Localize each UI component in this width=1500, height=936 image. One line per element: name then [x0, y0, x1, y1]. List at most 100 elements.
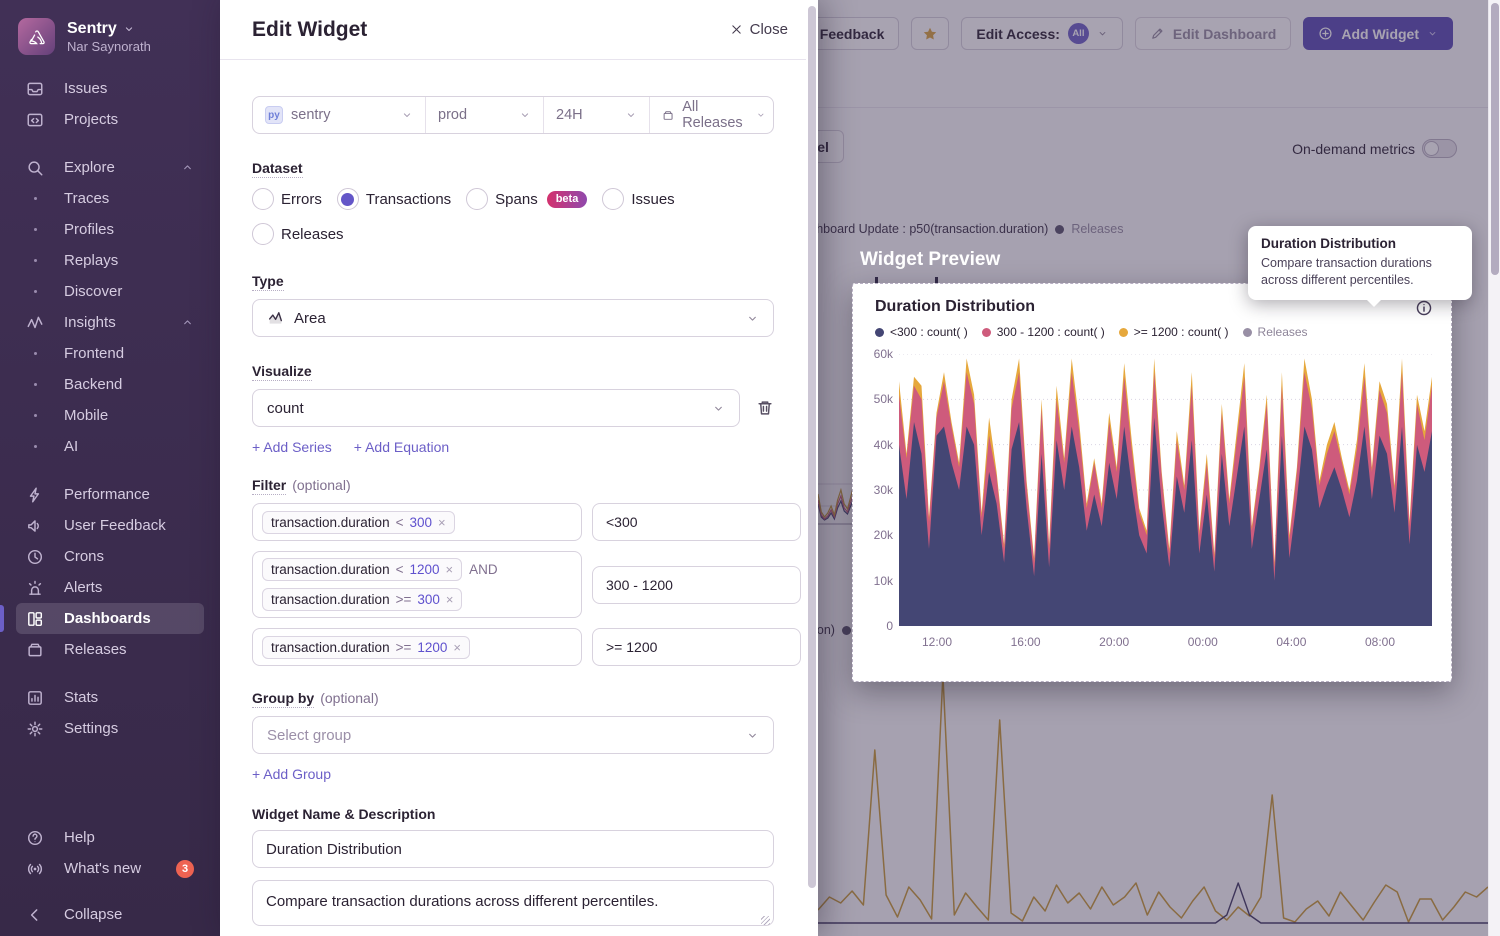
sidebar-item-profiles[interactable]: Profiles	[16, 214, 204, 245]
filter-token-input[interactable]: transaction.duration <1200 × AND transaction…	[252, 551, 582, 618]
sidebar-item-replays[interactable]: Replays	[16, 245, 204, 276]
legend-item[interactable]: 300 - 1200 : count( )	[981, 325, 1105, 339]
filter-rows: transaction.duration<300× transaction.dur…	[252, 503, 818, 666]
dataset-option-label: Spans	[495, 190, 538, 208]
cancel-button[interactable]: Cancel	[818, 130, 844, 163]
filter-token[interactable]: transaction.duration <1200 ×	[262, 558, 463, 581]
dataset-option-spans[interactable]: Spans beta	[466, 188, 588, 210]
performance-icon	[29, 487, 40, 502]
sidebar-item-what-s-new[interactable]: What's new 3	[16, 853, 204, 884]
sidebar-item-stats[interactable]: Stats	[16, 682, 204, 713]
stats-icon	[28, 690, 42, 705]
add-widget-button[interactable]: Add Widget	[1303, 17, 1453, 50]
resize-handle[interactable]	[761, 916, 770, 925]
filter-token-input[interactable]: transaction.duration >= 1200 ×	[252, 628, 582, 666]
sidebar-item-discover[interactable]: Discover	[16, 276, 204, 307]
window-scrollbar[interactable]	[1488, 0, 1500, 936]
sidebar-item-ai[interactable]: AI	[16, 431, 204, 462]
sentry-logo-icon	[18, 18, 55, 55]
sidebar-item-backend[interactable]: Backend	[16, 369, 204, 400]
widget-description-input[interactable]	[252, 880, 774, 926]
sidebar-item-performance[interactable]: Performance	[16, 479, 204, 510]
chev-down-icon	[749, 316, 756, 321]
widget-name-input[interactable]	[252, 830, 774, 868]
add-series-link[interactable]: + Add Series	[252, 439, 332, 455]
add-group-link[interactable]: + Add Group	[252, 766, 332, 782]
remove-token-icon[interactable]: ×	[445, 562, 454, 577]
sidebar-item-collapse[interactable]: Collapse	[16, 899, 204, 930]
sidebar-item-traces[interactable]: Traces	[16, 183, 204, 214]
group-by-label: Group by (optional)	[252, 690, 379, 708]
filter-alias-input[interactable]	[592, 503, 801, 541]
dataset-option-transactions[interactable]: Transactions	[336, 188, 451, 210]
window-scrollbar-thumb[interactable]	[1491, 3, 1499, 275]
filter-alias-input[interactable]	[592, 628, 801, 666]
remove-token-icon[interactable]: ×	[438, 514, 446, 530]
radio-icon[interactable]	[336, 188, 359, 210]
type-select[interactable]: Area	[252, 299, 774, 337]
panel-body: py sentry prod 24H All Releases	[220, 60, 818, 936]
delete-series-button[interactable]	[756, 399, 774, 417]
sidebar-item-dashboards[interactable]: Dashboards	[0, 603, 204, 634]
widget-preview-heading: Widget Preview	[860, 249, 1001, 270]
remove-token-icon[interactable]: ×	[453, 639, 461, 655]
sidebar-item-alerts[interactable]: Alerts	[16, 572, 204, 603]
dataset-option-releases[interactable]: Releases	[252, 223, 344, 245]
projects-icon	[27, 113, 43, 126]
beta-badge: beta	[546, 190, 588, 208]
project-selector[interactable]: py sentry	[253, 97, 425, 133]
edit-access-button[interactable]: Edit Access: All	[961, 17, 1123, 50]
info-icon[interactable]	[1415, 299, 1433, 317]
legend-item[interactable]: <300 : count( )	[875, 325, 968, 339]
edit-dashboard-button[interactable]: Edit Dashboard	[1134, 17, 1292, 50]
sidebar-item-label: Help	[64, 829, 95, 846]
on-demand-metrics-toggle[interactable]	[1422, 139, 1457, 158]
org-switcher[interactable]: Sentry Nar Saynorath	[0, 0, 220, 59]
dataset-option-issues[interactable]: Issues	[602, 188, 675, 210]
panel-scrollbar-thumb[interactable]	[808, 6, 816, 888]
legend-item[interactable]: Releases	[1242, 325, 1308, 339]
filter-token[interactable]: transaction.duration <300 ×	[262, 510, 455, 534]
sidebar-item-frontend[interactable]: Frontend	[16, 338, 204, 369]
filter-row: transaction.duration >= 1200 ×	[252, 628, 818, 666]
widget-description-tooltip: Duration Distribution Compare transactio…	[1248, 226, 1472, 307]
filter-token-input[interactable]: transaction.duration <300 ×	[252, 503, 582, 541]
radio-icon[interactable]	[252, 188, 274, 210]
group-by-select[interactable]: Select group	[252, 716, 774, 754]
sidebar-item-label: Alerts	[64, 579, 103, 596]
sidebar-item-insights[interactable]: Insights	[16, 307, 204, 338]
filter-alias-input[interactable]	[592, 565, 801, 604]
duration-distribution-chart[interactable]	[899, 354, 1432, 626]
add-equation-link[interactable]: + Add Equation	[353, 439, 450, 455]
radio-icon[interactable]	[466, 188, 489, 210]
sidebar-item-help[interactable]: Help	[16, 822, 204, 853]
close-button[interactable]: Close	[730, 21, 788, 38]
sidebar-item-projects[interactable]: Projects	[16, 104, 204, 135]
sidebar-item-user-feedback[interactable]: User Feedback	[16, 510, 204, 541]
sidebar-item-label: Explore	[64, 159, 115, 176]
legend-item[interactable]: >= 1200 : count( )	[1118, 325, 1229, 339]
release-selector[interactable]: All Releases	[649, 97, 777, 133]
radio-icon[interactable]	[602, 188, 625, 210]
filter-token[interactable]: transaction.duration >= 300 ×	[262, 588, 463, 611]
sidebar-item-label: AI	[64, 438, 79, 455]
date-range-selector[interactable]: 24H	[543, 97, 649, 133]
sidebar-item-crons[interactable]: Crons	[16, 541, 204, 572]
panel-scrollbar[interactable]	[806, 0, 818, 936]
sidebar-item-explore[interactable]: Explore	[16, 152, 204, 183]
sidebar-item-issues[interactable]: Issues	[16, 73, 204, 104]
filter-token[interactable]: transaction.duration >= 1200 ×	[262, 635, 470, 659]
visualize-select[interactable]: count	[252, 389, 740, 427]
dataset-option-errors[interactable]: Errors	[252, 188, 322, 210]
remove-token-icon[interactable]: ×	[445, 592, 454, 607]
sidebar-item-mobile[interactable]: Mobile	[16, 400, 204, 431]
sidebar-item-settings[interactable]: Settings	[16, 713, 204, 744]
sidebar-item-releases[interactable]: Releases	[16, 634, 204, 665]
panel-header: Edit Widget Close	[220, 0, 818, 60]
environment-selector[interactable]: prod	[425, 97, 543, 133]
dashboard-toolbar: Give Feedback Edit Access: All Edit Dash…	[818, 17, 1453, 50]
bullet-dot-icon	[33, 414, 37, 417]
favorite-button[interactable]	[911, 17, 950, 50]
give-feedback-button[interactable]: Give Feedback	[818, 17, 900, 50]
radio-icon[interactable]	[252, 223, 274, 245]
